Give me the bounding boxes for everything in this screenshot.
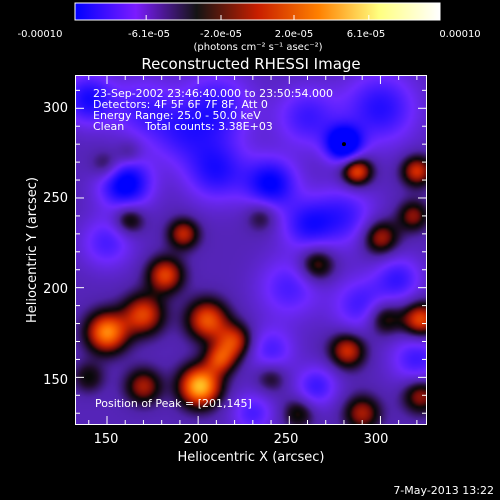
colorbar-tick-label: -2.0e-05 bbox=[200, 29, 242, 40]
total-counts-label: Total counts: 3.38E+03 bbox=[144, 120, 273, 133]
footer-timestamp: 7-May-2013 13:22 bbox=[393, 484, 494, 497]
plot-frame bbox=[75, 75, 427, 425]
colorbar bbox=[74, 2, 441, 21]
peak-marker bbox=[341, 142, 346, 147]
energy-range-label: Energy Range: 25.0 - 50.0 keV bbox=[93, 109, 261, 122]
method-label: Clean bbox=[93, 120, 124, 133]
colorbar-unit-label: (photons cm⁻² s⁻¹ asec⁻²) bbox=[193, 42, 322, 53]
detectors-label: Detectors: 4F 5F 6F 7F 8F, Att 0 bbox=[93, 98, 268, 111]
axis-ticks bbox=[76, 76, 426, 424]
x-tick-label: 250 bbox=[274, 432, 299, 447]
x-tick-label: 150 bbox=[94, 432, 119, 447]
colorbar-tick-label: 2.0e-05 bbox=[275, 29, 313, 40]
heatmap-image bbox=[76, 76, 426, 424]
colorbar-tick-label: 6.1e-05 bbox=[347, 29, 385, 40]
chart-title: Reconstructed RHESSI Image bbox=[141, 55, 360, 73]
colorbar-tick-label: 0.00010 bbox=[439, 29, 480, 40]
heatmap-area bbox=[76, 76, 426, 424]
colorbar-ticks bbox=[74, 15, 441, 20]
colorbar-tick-label: -6.1e-05 bbox=[128, 29, 170, 40]
peak-position-label: Position of Peak = [201,145] bbox=[95, 397, 252, 410]
x-tick-label: 300 bbox=[364, 432, 389, 447]
colorbar-tick-label: -0.00010 bbox=[18, 29, 63, 40]
x-axis-label: Heliocentric X (arcsec) bbox=[178, 450, 325, 465]
y-tick-label: 250 bbox=[43, 191, 68, 206]
time-range-label: 23-Sep-2002 23:46:40.000 to 23:50:54.000 bbox=[93, 87, 333, 100]
y-tick-label: 150 bbox=[43, 373, 68, 388]
y-tick-label: 300 bbox=[43, 101, 68, 116]
y-axis-label: Heliocentric Y (arcsec) bbox=[25, 177, 40, 323]
y-tick-label: 200 bbox=[43, 282, 68, 297]
x-tick-label: 200 bbox=[184, 432, 209, 447]
